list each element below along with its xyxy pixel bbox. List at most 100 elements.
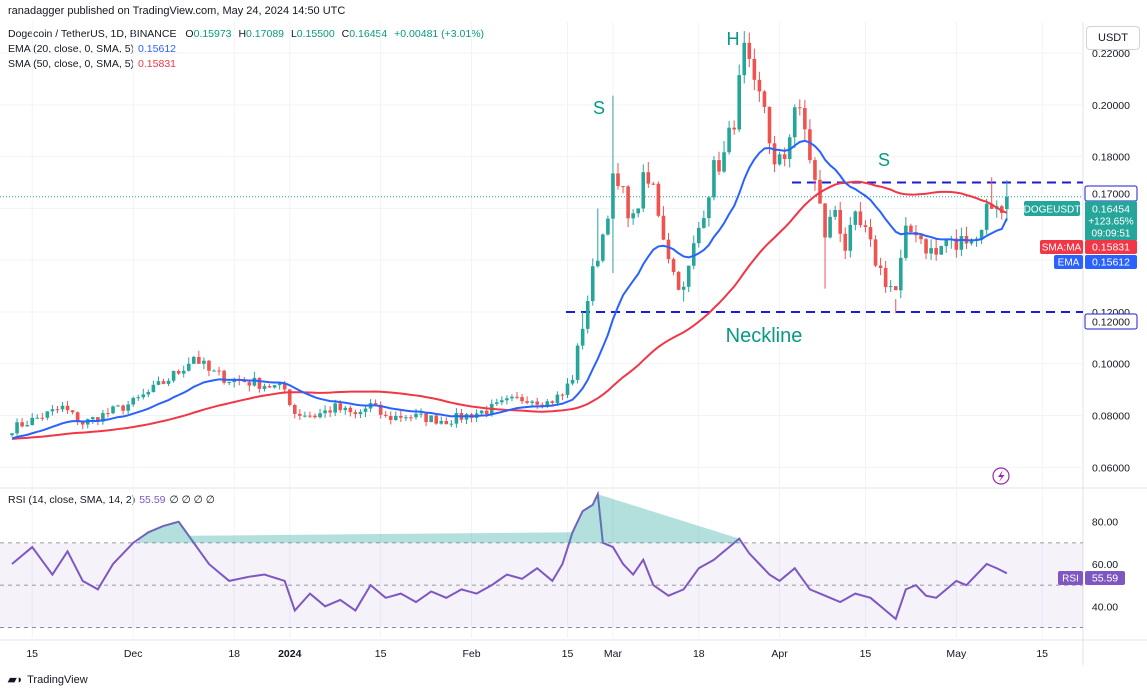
candle-body	[671, 259, 676, 272]
ema-legend[interactable]: EMA (20, close, 0, SMA, 5) 0.15612	[8, 43, 176, 55]
sma-legend-value: 0.15831	[138, 58, 177, 70]
candle-body	[666, 239, 671, 260]
rsi-tick-label: 60.00	[1092, 559, 1118, 571]
candle-body	[868, 227, 873, 240]
candle-body	[747, 42, 752, 59]
candle-body	[55, 409, 60, 411]
sma-name-tag-text: SMA:MA	[1042, 243, 1082, 254]
candle-body	[328, 410, 332, 413]
candle-body	[318, 413, 322, 418]
time-tick-label: 15	[562, 648, 574, 660]
sma-legend[interactable]: SMA (50, close, 0, SMA, 5) 0.15831	[8, 58, 176, 70]
candle-body	[30, 417, 34, 426]
sma-name-tag	[1040, 240, 1083, 254]
candle-body	[752, 58, 757, 80]
candle-body	[25, 425, 29, 427]
currency-button[interactable]: USDT	[1086, 26, 1140, 50]
candle-body	[691, 243, 696, 266]
rsi-value-tag-text: 55.59	[1092, 573, 1118, 585]
candle-body	[979, 229, 984, 239]
candle-body	[106, 413, 110, 415]
candle-body	[686, 265, 691, 287]
candle-body	[601, 234, 605, 261]
candle-body	[131, 397, 135, 405]
candle-body	[141, 394, 146, 398]
candle-body	[252, 377, 257, 386]
low-label: L	[290, 28, 297, 40]
candle-body	[737, 75, 741, 130]
price-tick-label: 0.22000	[1092, 48, 1130, 60]
candle-body	[495, 402, 499, 404]
open-label: O	[185, 28, 194, 40]
candle-body	[989, 203, 994, 209]
price-tick-label: 0.06000	[1092, 462, 1130, 474]
candle-body	[717, 160, 721, 172]
candle-body	[40, 417, 45, 419]
publisher-line: ranadagger published on TradingView.com,…	[8, 5, 346, 17]
candle-body	[959, 235, 964, 250]
time-tick-label: 15	[860, 648, 872, 660]
rsi-legend[interactable]: RSI (14, close, SMA, 14, 2) 55.59 ∅ ∅ ∅ ∅	[8, 494, 215, 506]
low-value: 0.15500	[296, 28, 335, 40]
candle-body	[1005, 196, 1009, 210]
rsi-legend-extra: ∅ ∅ ∅ ∅	[169, 494, 215, 506]
candle-body	[929, 248, 933, 254]
candle-body	[631, 213, 635, 219]
candle-body	[192, 356, 196, 364]
candle-body	[757, 79, 762, 92]
candle-body	[282, 383, 287, 390]
change-value: +0.00481 (+3.01%)	[394, 28, 485, 40]
candle-body	[500, 400, 504, 403]
candle-body	[20, 422, 24, 427]
high-label: H	[238, 28, 247, 40]
candle-body	[65, 405, 70, 411]
candle-body	[424, 413, 428, 423]
candle-body	[934, 248, 938, 255]
candle-body	[35, 417, 40, 419]
candle-body	[535, 401, 539, 405]
candle-body	[798, 107, 802, 109]
price-tick-label: 0.10000	[1092, 359, 1130, 371]
lightning-icon[interactable]	[992, 467, 1010, 485]
head-label: H	[727, 29, 740, 49]
candle-body	[171, 370, 176, 381]
last-price-text: 0.16454	[1092, 204, 1130, 216]
candle-body	[126, 404, 130, 411]
candle-body	[227, 382, 231, 384]
candle-body	[828, 216, 832, 238]
candle-body	[353, 412, 358, 415]
sma-value-tag-text: 0.15831	[1092, 242, 1130, 254]
candle-body	[646, 172, 651, 184]
rsi-tick-label: 80.00	[1092, 517, 1118, 529]
sma-50-line	[11, 180, 1008, 440]
candle-body	[772, 143, 777, 165]
candle-body	[10, 433, 14, 436]
candle-body	[858, 211, 863, 226]
candle-body	[217, 370, 221, 372]
sma-value-tag	[1085, 240, 1137, 254]
candle-body	[838, 209, 842, 234]
time-tick-label: Feb	[463, 648, 481, 660]
candle-body	[166, 380, 171, 384]
candle-body	[197, 356, 201, 364]
candle-body	[202, 360, 206, 364]
close-label: C	[341, 28, 350, 40]
time-tick-label: 15	[375, 648, 387, 660]
candle-body	[50, 409, 55, 412]
candle-body	[899, 257, 903, 291]
candle-body	[853, 211, 858, 225]
candle-body	[550, 401, 555, 403]
symbol-legend: Dogecoin / TetherUS, 1D, BINANCE O0.1597…	[8, 28, 484, 40]
candle-body	[636, 208, 640, 214]
candle-body	[116, 405, 120, 407]
candle-body	[136, 397, 141, 399]
candle-body	[348, 407, 353, 413]
candle-body	[91, 417, 95, 420]
candle-body	[520, 397, 524, 402]
open-value: 0.15973	[193, 28, 232, 40]
candle-body	[545, 401, 550, 407]
countdown-text: 09:09:51	[1092, 229, 1131, 240]
price-tick-label: 0.18000	[1092, 152, 1130, 164]
